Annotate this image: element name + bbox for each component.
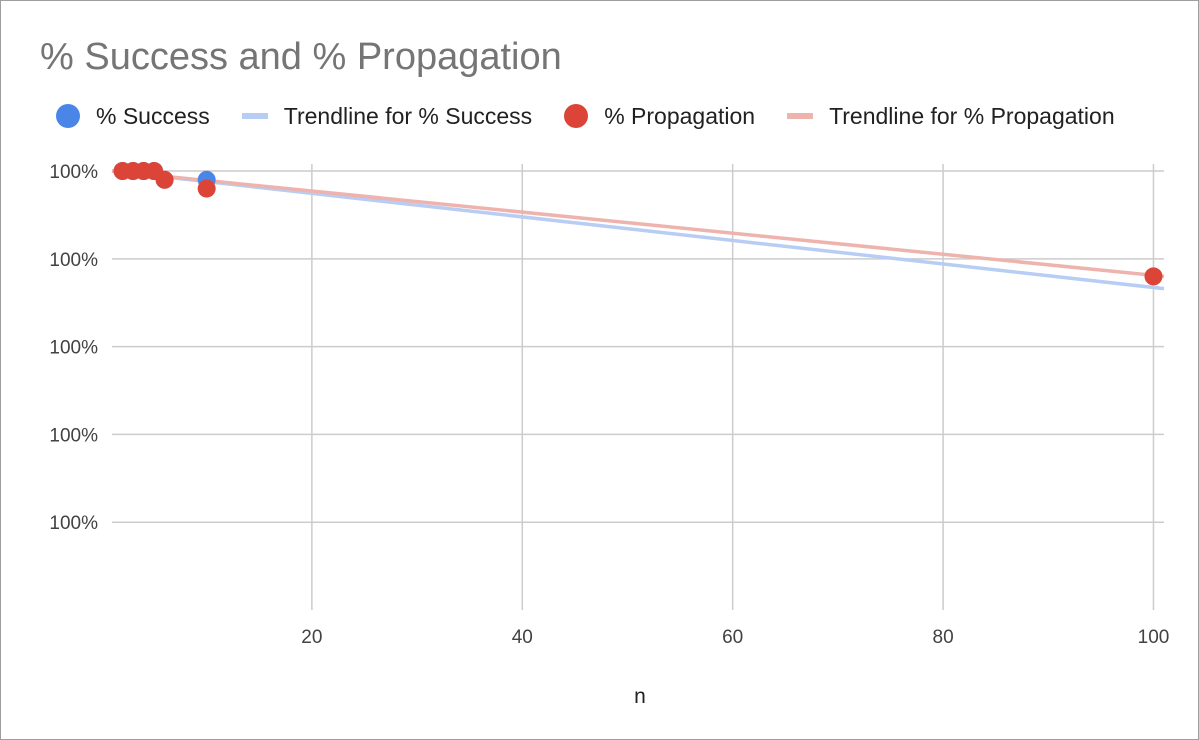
legend: % Success Trendline for % Success % Propag… — [56, 100, 1147, 132]
legend-item-success[interactable]: % Success — [56, 103, 210, 130]
legend-item-trendline-for-success[interactable]: Trendline for % Success — [241, 102, 533, 130]
y-tick-label: 100% — [49, 425, 98, 446]
legend-swatch — [787, 113, 814, 119]
legend-swatch — [241, 113, 268, 119]
trendline-trendline-for-propagation — [111, 169, 1165, 279]
data-point-propagation[interactable] — [197, 179, 216, 198]
x-tick-label: 40 — [512, 627, 533, 648]
legend-label: % Success — [96, 102, 210, 129]
legend-swatch — [564, 104, 589, 128]
trendline-trendline-for-success — [111, 169, 1165, 291]
legend-item-trendline-for-propagation[interactable]: Trendline for % Propagation — [787, 103, 1115, 130]
y-tick-label: 100% — [49, 162, 98, 183]
legend-swatch — [56, 104, 80, 128]
legend-label: Trendline for % Propagation — [829, 102, 1115, 129]
y-tick-label: 100% — [49, 513, 98, 534]
legend-label: % Propagation — [604, 102, 756, 129]
data-point-propagation[interactable] — [1144, 267, 1163, 286]
x-axis-label: n — [634, 685, 646, 708]
chart-title: % Success and % Propagation — [40, 36, 562, 78]
data-point-propagation[interactable] — [155, 170, 174, 189]
x-tick-label: 100 — [1138, 627, 1170, 648]
x-tick-label: 60 — [722, 627, 743, 648]
y-tick-label: 100% — [49, 250, 98, 271]
legend-item-propagation[interactable]: % Propagation — [564, 103, 755, 130]
y-tick-label: 100% — [49, 338, 98, 359]
legend-label: Trendline for % Success — [283, 102, 533, 129]
x-tick-label: 80 — [933, 627, 954, 648]
x-tick-label: 20 — [301, 627, 322, 648]
